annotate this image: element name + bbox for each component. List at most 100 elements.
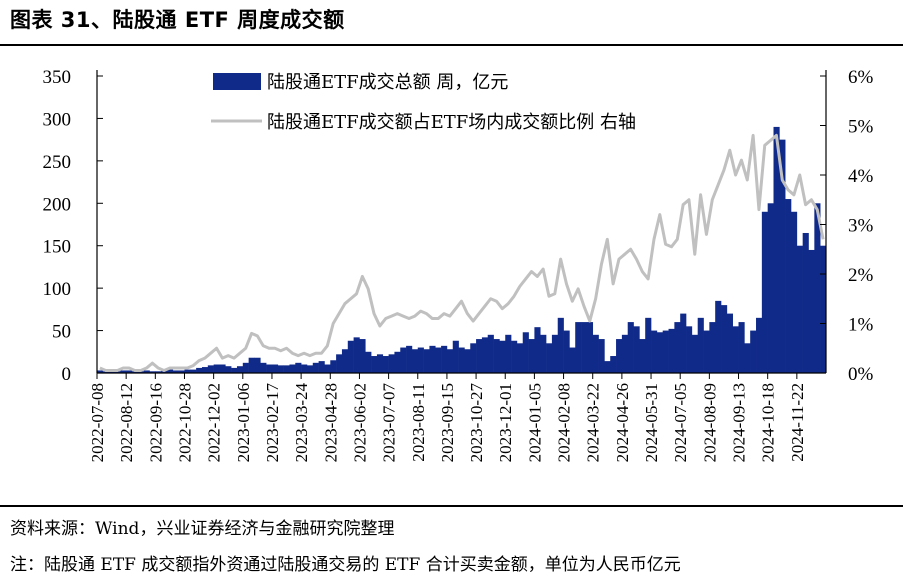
bar [289, 364, 296, 373]
bar [796, 245, 803, 373]
bar [557, 317, 564, 373]
bar [470, 343, 477, 373]
x-tick-label: 2023-04-28 [321, 383, 340, 462]
bar [207, 365, 214, 373]
bar [616, 339, 623, 373]
bar [149, 371, 156, 373]
footnote: 注：陆股通 ETF 成交额指外资通过陆股通交易的 ETF 合计买卖金额，单位为人… [10, 555, 681, 575]
bar [295, 362, 302, 373]
bar [330, 360, 337, 373]
bar [411, 349, 419, 373]
bar [773, 126, 780, 373]
bar [674, 322, 681, 373]
bar [791, 211, 798, 373]
bar [347, 340, 354, 373]
bar [172, 370, 179, 373]
bar [306, 365, 314, 373]
page-title: 图表 31、陆股通 ETF 周度成交额 [10, 8, 345, 32]
bar [656, 332, 663, 373]
bar [126, 370, 133, 373]
x-tick-label: 2024-11-22 [788, 383, 807, 462]
bar [341, 349, 349, 373]
x-tick-label: 2023-01-06 [234, 383, 253, 462]
bar [703, 330, 710, 373]
bar [697, 317, 704, 373]
x-tick-label: 2022-09-16 [146, 383, 165, 462]
bar [353, 337, 360, 373]
bar [441, 345, 448, 373]
title-rule [0, 44, 903, 46]
bar [563, 330, 570, 373]
bar [522, 332, 529, 373]
bar [400, 347, 407, 373]
bar [266, 364, 273, 373]
bar [242, 362, 249, 373]
bar [639, 339, 646, 373]
bar [359, 339, 366, 373]
bar [336, 354, 343, 373]
x-tick-label: 2022-10-28 [175, 383, 194, 462]
x-tick-label: 2023-02-17 [263, 383, 282, 463]
bar [627, 322, 634, 373]
bar [231, 367, 238, 373]
bar [516, 343, 524, 373]
bar [814, 203, 821, 373]
bar [196, 367, 203, 373]
bar [610, 356, 617, 373]
bar [756, 317, 763, 373]
bar [423, 349, 430, 373]
bar [481, 337, 489, 373]
right-tick-label: 0% [848, 364, 874, 385]
bar [365, 351, 372, 373]
x-tick-label: 2022-07-08 [88, 383, 107, 462]
bar [680, 313, 687, 373]
line-series [99, 133, 825, 373]
bar [715, 300, 722, 373]
bar [301, 364, 308, 373]
bar [446, 349, 454, 373]
bar [97, 370, 104, 373]
bar [143, 370, 150, 373]
axes: 0 50 100 150 200 250 300 350 0% 1% 2% 3% 4% 5% 6% 2022-… [43, 67, 874, 462]
bar [225, 366, 232, 373]
right-tick-label: 2% [848, 265, 874, 286]
x-tick-label: 2024-03-22 [584, 383, 603, 462]
bar [592, 334, 599, 373]
bar [604, 361, 611, 373]
x-tick-label: 2024-04-26 [613, 383, 632, 462]
left-tick-label: 250 [43, 152, 72, 173]
left-tick-label: 0 [62, 364, 72, 385]
bar [726, 313, 733, 373]
bar [499, 340, 506, 373]
bar [406, 345, 413, 373]
bar [312, 362, 319, 373]
bar [738, 322, 745, 373]
bar [476, 339, 483, 373]
bar [178, 370, 185, 373]
bar [598, 339, 605, 373]
bar [394, 351, 401, 373]
bar [528, 339, 535, 373]
bar [586, 322, 594, 373]
bar [219, 364, 226, 373]
left-tick-label: 100 [43, 279, 72, 300]
bar [137, 371, 144, 373]
legend-line-label: 陆股通ETF成交额占ETF场内成交额比例 右轴 [267, 112, 636, 133]
bar [651, 330, 658, 373]
bar [417, 347, 424, 373]
bar [435, 347, 442, 373]
x-tick-label: 2024-10-18 [759, 383, 778, 462]
bar [820, 245, 827, 373]
x-tick-label: 2023-12-01 [496, 383, 515, 462]
bar [371, 356, 378, 373]
bar [283, 365, 290, 373]
bar [388, 354, 395, 373]
bar [546, 343, 553, 373]
x-tick-label: 2023-06-02 [350, 383, 369, 462]
bar [779, 139, 786, 373]
x-tick-label: 2024-02-08 [555, 383, 574, 462]
bar [236, 366, 244, 373]
bar [102, 371, 109, 373]
bar [575, 322, 582, 373]
